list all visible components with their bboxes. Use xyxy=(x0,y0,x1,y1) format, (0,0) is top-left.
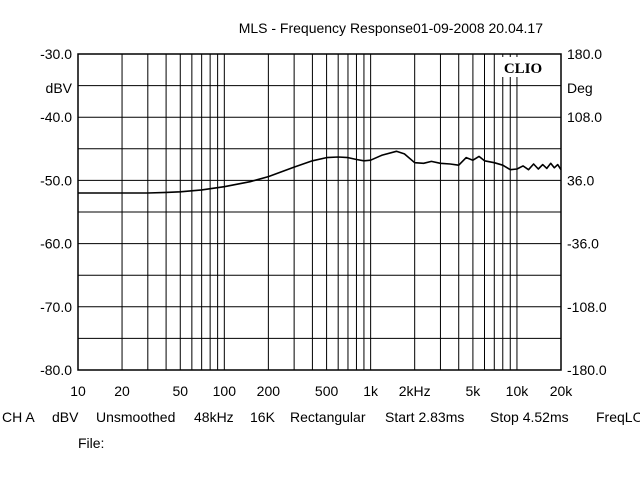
x-tick-label: 2kHz xyxy=(399,383,431,399)
x-tick-label: 20 xyxy=(114,383,130,399)
footer-rate: 48kHz xyxy=(194,409,234,425)
footer-channel: CH A xyxy=(2,409,35,425)
y2-tick-label: 108.0 xyxy=(567,109,602,125)
y2-tick-label: -36.0 xyxy=(567,236,599,252)
footer-file-label: File: xyxy=(78,435,104,451)
tick-labels: 10 20 50 100 200 500 1k 2kHz 5k 10k 20k -30.0 -40.0 -… xyxy=(40,46,607,399)
chart-title: MLS - Frequency Response xyxy=(239,20,414,36)
x-tick-label: 200 xyxy=(257,383,281,399)
y-tick-label: -80.0 xyxy=(40,362,72,378)
grid xyxy=(78,54,561,370)
clio-logo-bg xyxy=(497,57,549,77)
x-tick-label: 10k xyxy=(506,383,530,399)
y-tick-label: -30.0 xyxy=(40,46,72,62)
right-axis-unit: Deg xyxy=(567,80,593,96)
y-tick-label: -60.0 xyxy=(40,236,72,252)
y2-tick-label: -180.0 xyxy=(567,362,607,378)
y2-tick-label: 36.0 xyxy=(567,172,594,188)
left-axis-unit: dBV xyxy=(46,80,73,96)
x-tick-label: 20k xyxy=(550,383,574,399)
x-tick-label: 10 xyxy=(70,383,86,399)
footer-start: Start 2.83ms xyxy=(385,409,464,425)
x-tick-label: 100 xyxy=(213,383,237,399)
footer-unit: dBV xyxy=(52,409,79,425)
chart-timestamp: 01-09-2008 20.04.17 xyxy=(413,20,543,36)
footer-size: 16K xyxy=(250,409,276,425)
series-layer xyxy=(78,150,562,194)
footer-stop: Stop 4.52ms xyxy=(490,409,569,425)
x-tick-label: 5k xyxy=(466,383,482,399)
clio-logo: CLIO xyxy=(504,61,542,77)
y-tick-label: -50.0 xyxy=(40,172,72,188)
x-tick-label: 500 xyxy=(315,383,339,399)
y2-tick-label: 180.0 xyxy=(567,46,602,62)
x-tick-label: 50 xyxy=(172,383,188,399)
footer-info: CH A dBV Unsmoothed 48kHz 16K Rectangula… xyxy=(2,409,640,451)
response-line xyxy=(78,150,562,194)
y-tick-label: -40.0 xyxy=(40,109,72,125)
x-tick-label: 1k xyxy=(363,383,379,399)
y2-tick-label: -108.0 xyxy=(567,299,607,315)
footer-window: Rectangular xyxy=(290,409,366,425)
footer-smoothing: Unsmoothed xyxy=(96,409,175,425)
y-tick-label: -70.0 xyxy=(40,299,72,315)
footer-freq: FreqLO xyxy=(596,409,640,425)
plot-frame xyxy=(77,53,562,371)
